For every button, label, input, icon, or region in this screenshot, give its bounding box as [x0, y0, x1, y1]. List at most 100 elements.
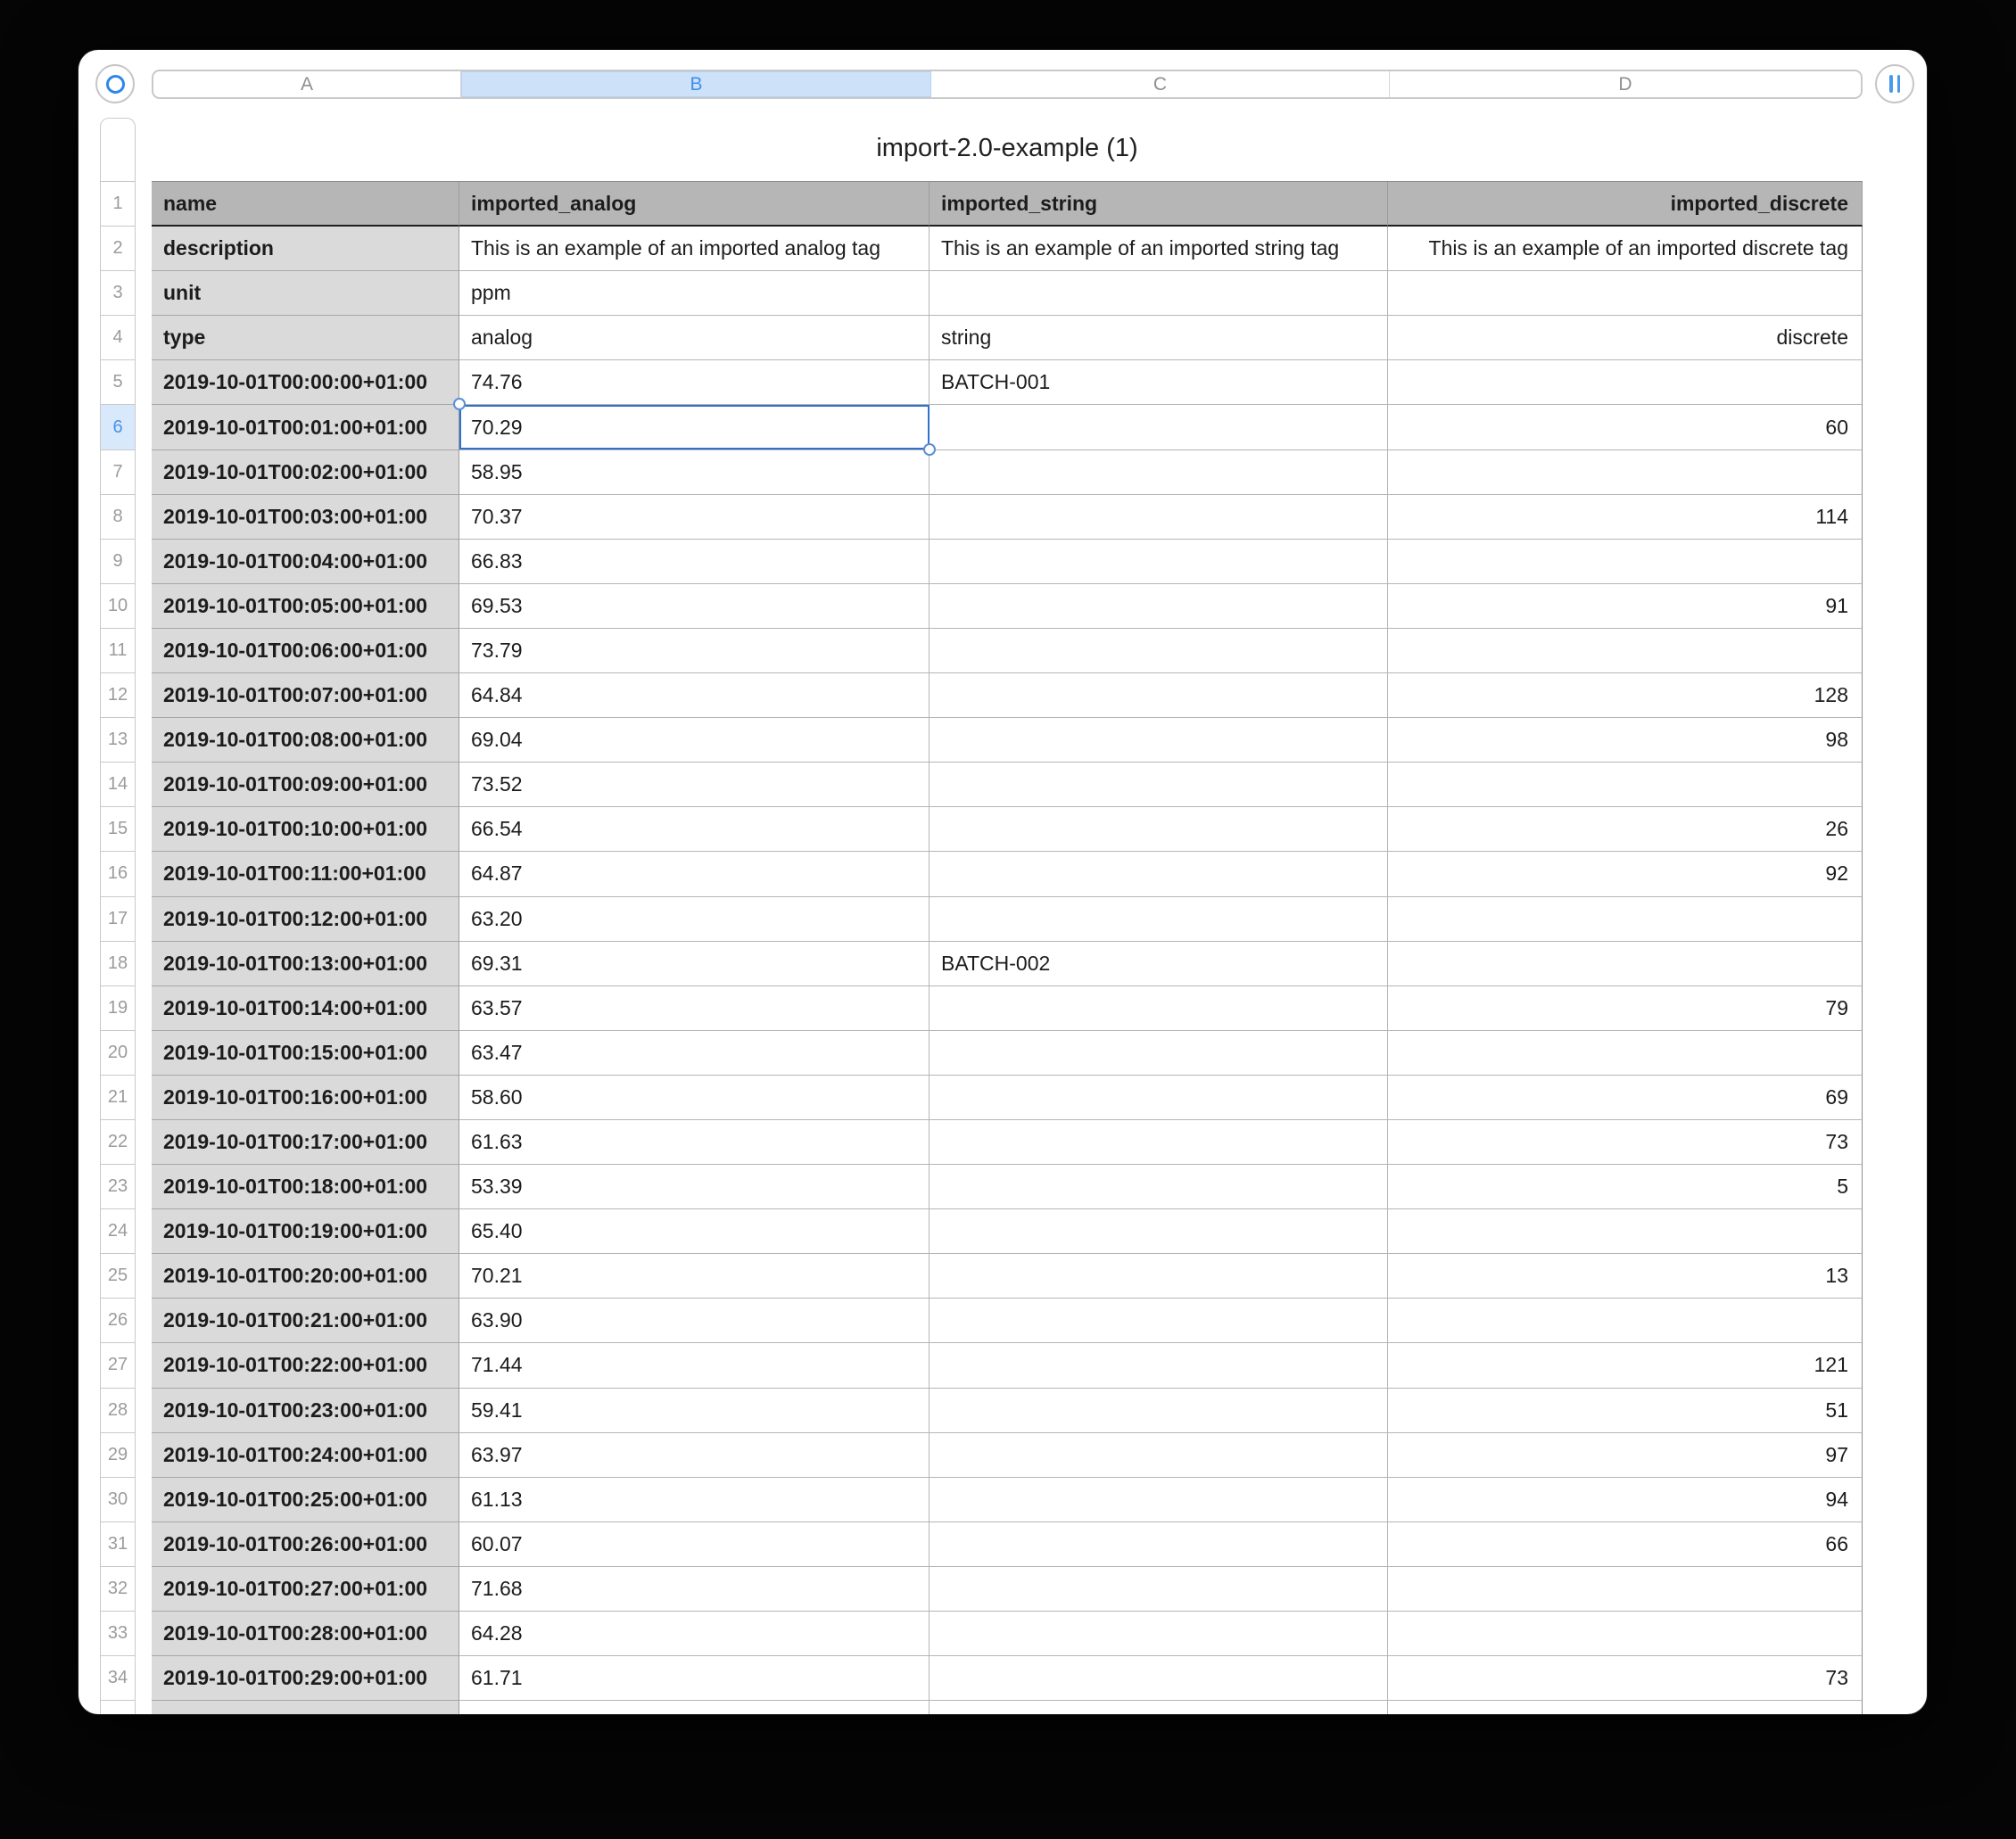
- cell-B32[interactable]: 71.68: [459, 1566, 930, 1612]
- selection-handle-top-left[interactable]: [453, 398, 466, 410]
- cell-D19[interactable]: 79: [1388, 985, 1863, 1031]
- cell-A18[interactable]: 2019-10-01T00:13:00+01:00: [152, 941, 459, 986]
- row-number-22[interactable]: 22: [101, 1118, 135, 1164]
- cell-B29[interactable]: 63.97: [459, 1432, 930, 1478]
- cell-D15[interactable]: 26: [1388, 807, 1863, 853]
- cell-D5[interactable]: [1388, 360, 1863, 406]
- add-column-handle[interactable]: [1875, 64, 1914, 103]
- sheet-title[interactable]: import-2.0-example (1): [876, 134, 1138, 162]
- cell-C30[interactable]: [930, 1477, 1388, 1522]
- cell-C11[interactable]: [930, 628, 1388, 674]
- row-number-5[interactable]: 5: [101, 359, 135, 404]
- cell-C9[interactable]: [930, 539, 1388, 584]
- cell-C10[interactable]: [930, 583, 1388, 629]
- row-number-4[interactable]: 4: [101, 315, 135, 359]
- cell-B9[interactable]: 66.83: [459, 539, 930, 584]
- cell-B24[interactable]: 65.40: [459, 1209, 930, 1255]
- cell-B1[interactable]: imported_analog: [459, 182, 930, 227]
- cell-D33[interactable]: [1388, 1612, 1863, 1657]
- row-number-28[interactable]: 28: [101, 1387, 135, 1432]
- cell-B2[interactable]: This is an example of an imported analog…: [459, 227, 930, 272]
- cell-C20[interactable]: [930, 1030, 1388, 1076]
- cell-A35[interactable]: [152, 1701, 459, 1714]
- cell-A22[interactable]: 2019-10-01T00:17:00+01:00: [152, 1119, 459, 1166]
- cell-C21[interactable]: [930, 1075, 1388, 1120]
- cell-B19[interactable]: 63.57: [459, 985, 930, 1031]
- cell-B11[interactable]: 73.79: [459, 628, 930, 674]
- cell-C34[interactable]: [930, 1656, 1388, 1702]
- row-number-6[interactable]: 6: [101, 404, 135, 449]
- cell-D9[interactable]: [1388, 539, 1863, 584]
- row-number-27[interactable]: 27: [101, 1342, 135, 1387]
- cell-C19[interactable]: [930, 985, 1388, 1031]
- cell-C35[interactable]: [930, 1701, 1388, 1714]
- row-number-18[interactable]: 18: [101, 940, 135, 985]
- column-header-C[interactable]: C: [931, 71, 1390, 97]
- row-number-11[interactable]: 11: [101, 627, 135, 672]
- cell-A1[interactable]: name: [152, 182, 459, 227]
- cell-B26[interactable]: 63.90: [459, 1299, 930, 1344]
- column-header-B[interactable]: B: [461, 71, 931, 97]
- cell-B20[interactable]: 63.47: [459, 1030, 930, 1076]
- cell-A17[interactable]: 2019-10-01T00:12:00+01:00: [152, 896, 459, 942]
- row-number-32[interactable]: 32: [101, 1565, 135, 1611]
- cell-A26[interactable]: 2019-10-01T00:21:00+01:00: [152, 1299, 459, 1344]
- cell-A4[interactable]: type: [152, 316, 459, 361]
- cell-D6[interactable]: 60: [1388, 405, 1863, 450]
- cell-C6[interactable]: [930, 405, 1388, 450]
- cell-A9[interactable]: 2019-10-01T00:04:00+01:00: [152, 539, 459, 584]
- row-number-25[interactable]: 25: [101, 1253, 135, 1298]
- row-number-34[interactable]: 34: [101, 1655, 135, 1700]
- cell-B7[interactable]: 58.95: [459, 449, 930, 495]
- cell-A6[interactable]: 2019-10-01T00:01:00+01:00: [152, 405, 459, 450]
- row-number-33[interactable]: 33: [101, 1611, 135, 1655]
- cell-B35[interactable]: [459, 1701, 930, 1714]
- cell-B25[interactable]: 70.21: [459, 1254, 930, 1299]
- selection-handle-bottom-right[interactable]: [923, 443, 936, 456]
- cell-C15[interactable]: [930, 807, 1388, 853]
- cell-D21[interactable]: 69: [1388, 1075, 1863, 1120]
- cell-C22[interactable]: [930, 1119, 1388, 1166]
- cell-D22[interactable]: 73: [1388, 1119, 1863, 1166]
- cell-A13[interactable]: 2019-10-01T00:08:00+01:00: [152, 718, 459, 763]
- cell-D23[interactable]: 5: [1388, 1165, 1863, 1210]
- cell-B23[interactable]: 53.39: [459, 1165, 930, 1210]
- cell-B27[interactable]: 71.44: [459, 1343, 930, 1389]
- cell-C33[interactable]: [930, 1612, 1388, 1657]
- cell-A7[interactable]: 2019-10-01T00:02:00+01:00: [152, 449, 459, 495]
- cell-C16[interactable]: [930, 852, 1388, 897]
- cell-B13[interactable]: 69.04: [459, 718, 930, 763]
- row-number-30[interactable]: 30: [101, 1476, 135, 1522]
- cell-B18[interactable]: 69.31: [459, 941, 930, 986]
- cell-D20[interactable]: [1388, 1030, 1863, 1076]
- cell-A31[interactable]: 2019-10-01T00:26:00+01:00: [152, 1522, 459, 1567]
- cell-D26[interactable]: [1388, 1299, 1863, 1344]
- cell-B6[interactable]: 70.29: [459, 405, 930, 450]
- cell-B28[interactable]: 59.41: [459, 1388, 930, 1433]
- cell-B10[interactable]: 69.53: [459, 583, 930, 629]
- row-number-20[interactable]: 20: [101, 1029, 135, 1075]
- cell-C29[interactable]: [930, 1432, 1388, 1478]
- cell-A11[interactable]: 2019-10-01T00:06:00+01:00: [152, 628, 459, 674]
- cell-C18[interactable]: BATCH-002: [930, 941, 1388, 986]
- cell-B33[interactable]: 64.28: [459, 1612, 930, 1657]
- cell-A16[interactable]: 2019-10-01T00:11:00+01:00: [152, 852, 459, 897]
- cell-D35[interactable]: [1388, 1701, 1863, 1714]
- cell-B4[interactable]: analog: [459, 316, 930, 361]
- cell-C1[interactable]: imported_string: [930, 182, 1388, 227]
- cell-B34[interactable]: 61.71: [459, 1656, 930, 1702]
- cell-D18[interactable]: [1388, 941, 1863, 986]
- row-number-14[interactable]: 14: [101, 762, 135, 806]
- cell-D13[interactable]: 98: [1388, 718, 1863, 763]
- cell-C2[interactable]: This is an example of an imported string…: [930, 227, 1388, 272]
- cell-C23[interactable]: [930, 1165, 1388, 1210]
- cell-D29[interactable]: 97: [1388, 1432, 1863, 1478]
- cell-A29[interactable]: 2019-10-01T00:24:00+01:00: [152, 1432, 459, 1478]
- row-number-8[interactable]: 8: [101, 493, 135, 539]
- cell-D16[interactable]: 92: [1388, 852, 1863, 897]
- row-number-7[interactable]: 7: [101, 449, 135, 494]
- cell-A21[interactable]: 2019-10-01T00:16:00+01:00: [152, 1075, 459, 1120]
- cell-B15[interactable]: 66.54: [459, 807, 930, 853]
- cell-B3[interactable]: ppm: [459, 271, 930, 317]
- cell-A25[interactable]: 2019-10-01T00:20:00+01:00: [152, 1254, 459, 1299]
